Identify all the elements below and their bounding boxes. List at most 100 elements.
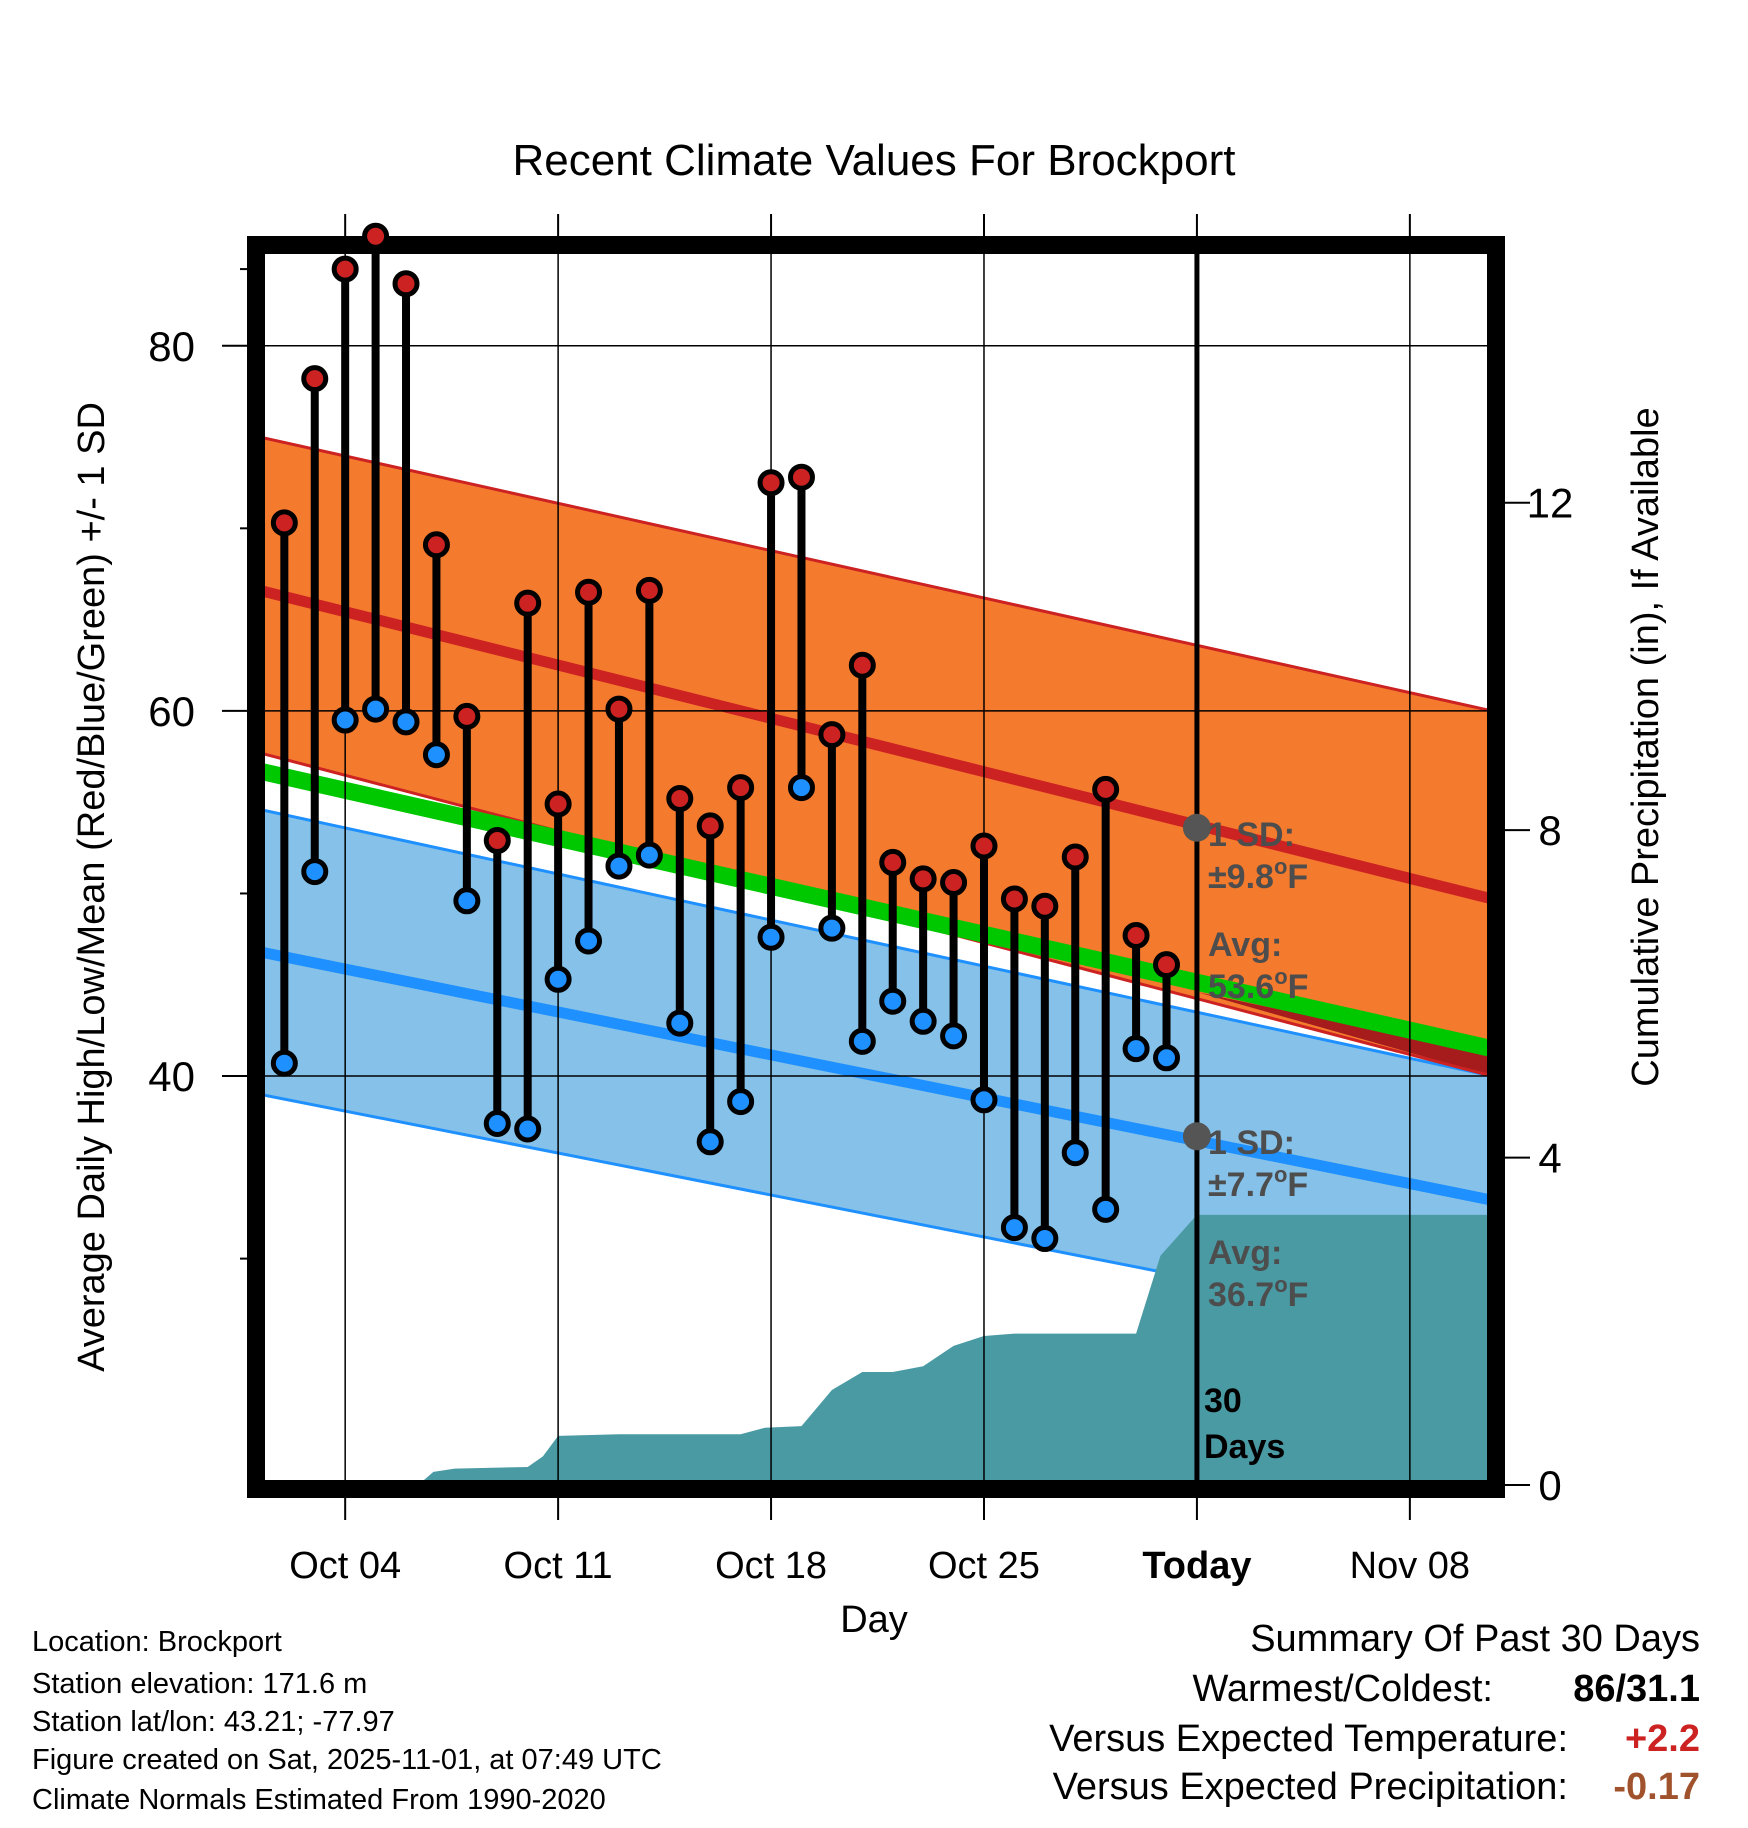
low-point	[1000, 1214, 1028, 1242]
y2-tick-label: 4	[1538, 1135, 1561, 1182]
y2-tick-label: 0	[1538, 1462, 1561, 1509]
y-axis-label: Average Daily High/Low/Mean (Red/Blue/Gr…	[71, 402, 113, 1372]
low-point	[787, 774, 815, 802]
high-point	[483, 827, 511, 855]
high-point	[1122, 921, 1150, 949]
low-point	[940, 1022, 968, 1050]
low-point	[422, 741, 450, 769]
plot-frame	[247, 236, 1505, 1498]
x-tick-label: Oct 04	[289, 1545, 401, 1587]
high-point	[666, 785, 694, 813]
y2-tick-label: 8	[1538, 807, 1561, 854]
low-point	[848, 1027, 876, 1055]
x-tick-label: Oct 18	[715, 1545, 827, 1587]
summary-precip-value: -0.17	[1613, 1766, 1700, 1808]
low-sd-value: ±7.7oF	[1208, 1162, 1308, 1204]
low-point	[392, 708, 420, 736]
y-tick-label: 40	[148, 1053, 195, 1100]
high-point	[422, 531, 450, 559]
y2-tick-label: 12	[1527, 480, 1574, 527]
low-avg-value: 36.7oF	[1208, 1272, 1308, 1314]
high-point	[727, 774, 755, 802]
high-plus-sd-line	[260, 435, 1492, 713]
summary-precip-label: Versus Expected Precipitation:	[1052, 1766, 1568, 1808]
precip-days-label: 30	[1204, 1382, 1242, 1420]
high-sd-label: 1 SD:	[1208, 816, 1295, 854]
low-point	[270, 1049, 298, 1077]
low-point	[970, 1086, 998, 1114]
low-point	[727, 1088, 755, 1116]
info-location: Location: Brockport	[32, 1626, 282, 1658]
low-point	[362, 695, 390, 723]
low-sd-label: 1 SD:	[1208, 1124, 1295, 1162]
x-tick-label: Today	[1142, 1545, 1251, 1587]
high-point	[818, 721, 846, 749]
info-created: Figure created on Sat, 2025-11-01, at 07…	[32, 1744, 662, 1776]
low-point	[605, 852, 633, 880]
low-point	[635, 841, 663, 869]
info-latlon: Station lat/lon: 43.21; -77.97	[32, 1706, 395, 1738]
high-point	[362, 222, 390, 250]
low-point	[514, 1115, 542, 1143]
low-point	[1061, 1139, 1089, 1167]
high-sd-value: ±9.8oF	[1208, 854, 1308, 896]
high-point	[879, 848, 907, 876]
precip-days-label-2: Days	[1204, 1428, 1285, 1466]
high-point	[909, 865, 937, 893]
x-tick-label: Nov 08	[1350, 1545, 1470, 1587]
low-point	[331, 706, 359, 734]
summary-warm-cold-label: Warmest/Coldest:	[1192, 1668, 1493, 1710]
high-mean-line	[260, 585, 1492, 905]
high-point	[544, 790, 572, 818]
low-point	[1122, 1035, 1150, 1063]
high-point	[635, 576, 663, 604]
low-point	[1031, 1225, 1059, 1253]
summary-temp-label: Versus Expected Temperature:	[1049, 1718, 1568, 1760]
summary-title: Summary Of Past 30 Days	[1250, 1618, 1700, 1660]
low-point	[1092, 1195, 1120, 1223]
low-point	[301, 858, 329, 886]
info-normals: Climate Normals Estimated From 1990-2020	[32, 1784, 606, 1816]
high-point	[696, 812, 724, 840]
high-point	[1000, 885, 1028, 913]
low-point	[453, 887, 481, 915]
low-point	[696, 1128, 724, 1156]
x-tick-label: Oct 25	[928, 1545, 1040, 1587]
high-point	[1031, 892, 1059, 920]
chart-title: Recent Climate Values For Brockport	[512, 136, 1235, 185]
low-point	[909, 1007, 937, 1035]
low-avg-label: Avg:	[1208, 1234, 1282, 1272]
low-avg-marker	[1182, 1122, 1211, 1151]
high-point	[301, 365, 329, 393]
precip-area	[260, 1214, 1492, 1485]
low-point	[1153, 1044, 1181, 1072]
high-point	[970, 832, 998, 860]
high-point	[787, 463, 815, 491]
low-point	[757, 923, 785, 951]
high-avg-marker	[1182, 813, 1211, 842]
high-point	[392, 270, 420, 298]
y-tick-label: 60	[148, 688, 195, 735]
high-sd-band	[260, 437, 1492, 1077]
high-point	[514, 589, 542, 617]
band-overlap	[1196, 992, 1492, 1077]
high-point	[1061, 843, 1089, 871]
low-point	[879, 987, 907, 1015]
high-point	[1092, 775, 1120, 803]
low-point	[575, 927, 603, 955]
high-avg-label: Avg:	[1208, 926, 1282, 964]
summary-warm-cold-value: 86/31.1	[1573, 1668, 1700, 1710]
y-tick-label: 80	[148, 323, 195, 370]
low-point	[818, 914, 846, 942]
high-avg-value: 53.6oF	[1208, 964, 1308, 1006]
high-point	[848, 651, 876, 679]
x-tick-label: Oct 11	[504, 1545, 613, 1587]
info-elevation: Station elevation: 171.6 m	[32, 1668, 368, 1700]
high-point	[270, 509, 298, 537]
high-point	[453, 702, 481, 730]
high-point	[331, 255, 359, 283]
summary-temp-value: +2.2	[1624, 1718, 1700, 1760]
low-point	[544, 965, 572, 993]
low-point	[483, 1110, 511, 1138]
